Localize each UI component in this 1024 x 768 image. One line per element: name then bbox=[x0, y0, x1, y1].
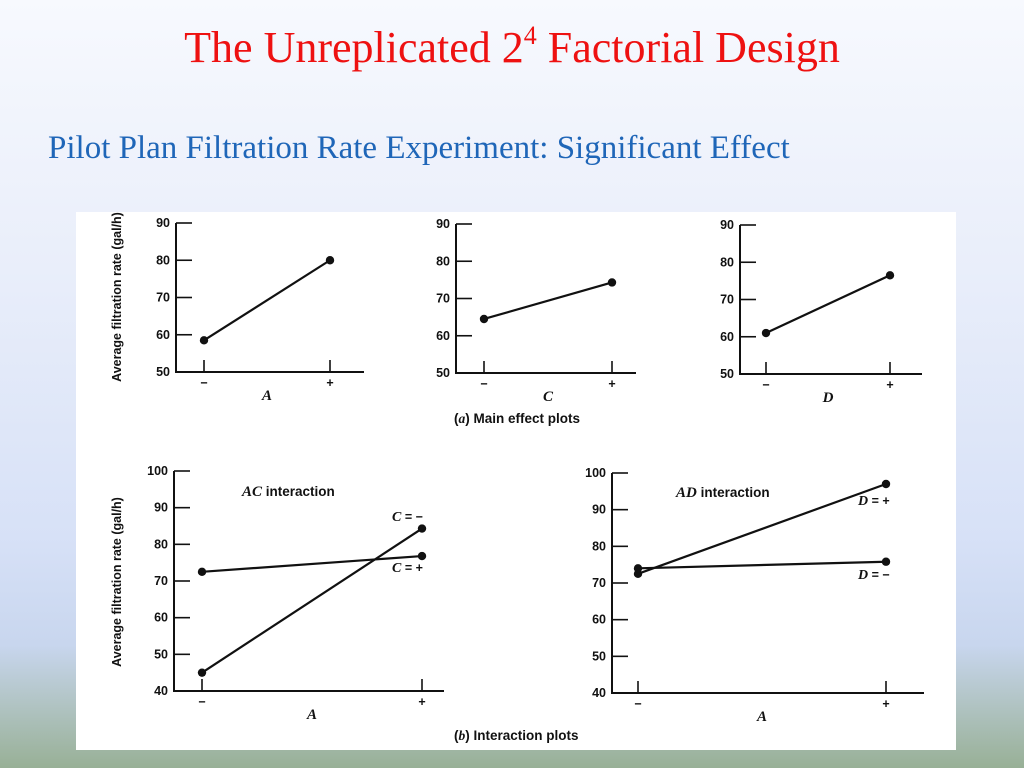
caption-interaction-plots: (b) Interaction plots bbox=[454, 728, 579, 743]
y-tick-label: 80 bbox=[156, 253, 170, 267]
series-line bbox=[765, 274, 891, 335]
y-tick-label: 100 bbox=[147, 464, 168, 478]
figure-panel: (a) Main effect plots (b) Interaction pl… bbox=[76, 212, 956, 750]
slide-title: The Unreplicated 24 Factorial Design bbox=[0, 22, 1024, 73]
x-tick-label: − bbox=[200, 376, 207, 390]
data-point bbox=[479, 314, 489, 324]
title-text: The Unreplicated 2 bbox=[184, 23, 524, 72]
y-tick-label: 60 bbox=[156, 328, 170, 342]
axis-frame bbox=[455, 224, 636, 374]
data-point bbox=[199, 336, 209, 345]
y-tick-label: 90 bbox=[720, 218, 734, 232]
y-tick-label: 80 bbox=[592, 539, 606, 553]
series-label: D = − bbox=[857, 568, 890, 583]
data-point bbox=[197, 668, 207, 677]
x-tick-label: + bbox=[326, 376, 333, 390]
series-label: D = + bbox=[857, 494, 890, 509]
panel-title: AD interaction bbox=[675, 485, 770, 501]
series-line bbox=[201, 554, 423, 573]
data-point bbox=[197, 567, 207, 577]
x-tick-label: + bbox=[886, 378, 893, 392]
y-tick-label: 50 bbox=[436, 366, 450, 380]
y-axis-label: Average filtration rate (gal/h) bbox=[110, 497, 124, 667]
x-tick-label: − bbox=[762, 378, 769, 392]
y-tick-label: 90 bbox=[436, 217, 450, 231]
x-axis-label: C bbox=[543, 389, 554, 405]
series-label: C = + bbox=[392, 561, 423, 576]
y-tick-label: 90 bbox=[592, 503, 606, 517]
x-axis-label: A bbox=[306, 707, 317, 723]
x-tick-label: − bbox=[198, 695, 205, 709]
chart-main-effect-D: 50 60 70 80 90 − + D bbox=[720, 218, 922, 406]
data-point bbox=[417, 524, 427, 533]
y-tick-label: 50 bbox=[592, 649, 606, 663]
y-tick-label: 60 bbox=[154, 611, 168, 625]
x-tick-label: + bbox=[882, 697, 889, 711]
y-tick-label: 70 bbox=[156, 291, 170, 305]
y-tick-label: 50 bbox=[154, 647, 168, 661]
y-tick-label: 90 bbox=[156, 216, 170, 230]
title-tail: Factorial Design bbox=[536, 23, 840, 72]
x-tick-label: − bbox=[480, 377, 487, 391]
slide-subtitle: Pilot Plan Filtration Rate Experiment: S… bbox=[48, 130, 790, 166]
title-exponent: 4 bbox=[523, 21, 537, 50]
y-tick-label: 80 bbox=[720, 255, 734, 269]
axis-frame bbox=[173, 471, 444, 692]
y-tick-label: 40 bbox=[592, 686, 606, 700]
data-point bbox=[881, 479, 891, 489]
x-tick-label: + bbox=[608, 377, 615, 391]
series-line bbox=[201, 527, 423, 674]
y-tick-label: 50 bbox=[720, 367, 734, 381]
data-point bbox=[761, 328, 771, 338]
y-tick-label: 80 bbox=[436, 254, 450, 268]
data-point bbox=[417, 551, 427, 561]
caption-main-effects: (a) Main effect plots bbox=[454, 411, 580, 426]
chart-interaction-AD: 40 50 60 70 80 90 100 − + A AD interaction D = + D =… bbox=[585, 466, 924, 725]
chart-main-effect-C: 50 60 70 80 90 − + C bbox=[436, 217, 636, 405]
x-axis-label: A bbox=[261, 388, 272, 404]
x-tick-label: + bbox=[418, 695, 425, 709]
data-point bbox=[325, 256, 335, 265]
y-tick-label: 100 bbox=[585, 466, 606, 480]
y-tick-label: 40 bbox=[154, 684, 168, 698]
data-point bbox=[633, 564, 643, 573]
y-tick-label: 70 bbox=[436, 292, 450, 306]
chart-main-effect-A: 50 60 70 80 90 − + A Average filtration rate (ga… bbox=[110, 212, 364, 404]
series-line bbox=[637, 560, 887, 570]
y-tick-label: 60 bbox=[592, 613, 606, 627]
x-axis-label: A bbox=[756, 709, 767, 725]
figure-svg: (a) Main effect plots (b) Interaction pl… bbox=[110, 212, 924, 743]
y-tick-label: 50 bbox=[156, 365, 170, 379]
y-tick-label: 70 bbox=[154, 574, 168, 588]
data-point bbox=[607, 278, 617, 287]
axis-frame bbox=[739, 225, 922, 375]
series-line bbox=[203, 259, 331, 342]
data-point bbox=[881, 557, 891, 566]
y-axis-label: Average filtration rate (gal/h) bbox=[110, 212, 124, 382]
y-tick-label: 90 bbox=[154, 501, 168, 515]
data-point bbox=[885, 271, 895, 280]
y-tick-label: 60 bbox=[436, 329, 450, 343]
y-tick-label: 70 bbox=[592, 576, 606, 590]
series-line bbox=[483, 281, 613, 321]
x-tick-label: − bbox=[634, 697, 641, 711]
series-line bbox=[637, 482, 887, 575]
x-axis-label: D bbox=[822, 390, 834, 406]
y-tick-label: 70 bbox=[720, 293, 734, 307]
chart-interaction-AC: 40 50 60 70 80 90 100 − + A Average filtration rat… bbox=[110, 464, 444, 723]
series-label: C = − bbox=[392, 510, 423, 525]
y-tick-label: 60 bbox=[720, 330, 734, 344]
panel-title: AC interaction bbox=[241, 484, 335, 500]
y-tick-label: 80 bbox=[154, 537, 168, 551]
